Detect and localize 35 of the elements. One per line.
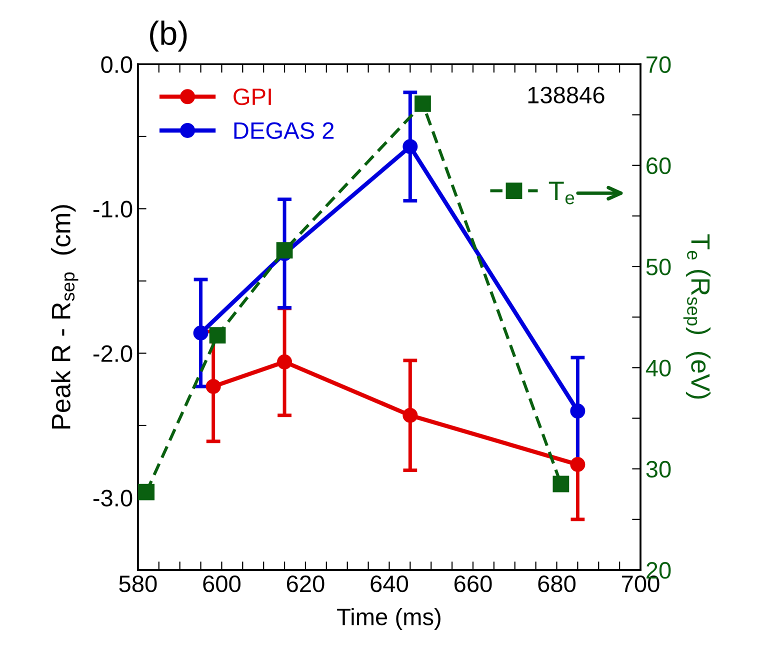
point (552, 476, 570, 492)
point (402, 408, 418, 423)
y2-tick-label: 70 (646, 56, 671, 73)
x-tick-label: 680 (538, 575, 576, 592)
x-tick-label: 600 (203, 575, 240, 592)
chart-title: (b) (150, 20, 187, 52)
y-tick-label: -3.0 (93, 490, 132, 507)
x-tick-label: 620 (286, 575, 324, 592)
y-tick-label: -2.0 (93, 345, 132, 362)
legend-label: DEGAS 2 (234, 122, 334, 139)
annotation: 138846 (528, 86, 604, 104)
point (193, 325, 208, 340)
y2-tick-label: 40 (646, 360, 671, 376)
point (570, 404, 586, 419)
x-tick-label: 580 (119, 575, 157, 592)
point (209, 327, 226, 344)
point (277, 354, 292, 370)
point (570, 456, 586, 472)
y2-tick-label: 30 (646, 460, 671, 478)
y2-axis-title: T$_{e}$ (R$_{sep}$) (eV) (683, 234, 711, 399)
point (414, 95, 431, 112)
legend-label: GPI (234, 88, 271, 106)
point (402, 139, 418, 154)
y-axis-title: Peak R - R$_{sep}$ (cm) (51, 205, 78, 429)
point (206, 378, 221, 394)
y2-tick-label: 60 (646, 157, 671, 174)
x-axis-title: Time (ms) (337, 608, 440, 630)
y2-tick-label: 50 (646, 258, 671, 276)
x-tick-label: 660 (454, 575, 492, 592)
x-tick-label: 640 (370, 575, 408, 592)
y-tick-label: -1.0 (93, 200, 132, 218)
point (276, 242, 293, 259)
legend-label: T$_{e}$ (548, 182, 574, 204)
y-tick-label: 0.0 (101, 56, 132, 73)
point (138, 484, 155, 500)
